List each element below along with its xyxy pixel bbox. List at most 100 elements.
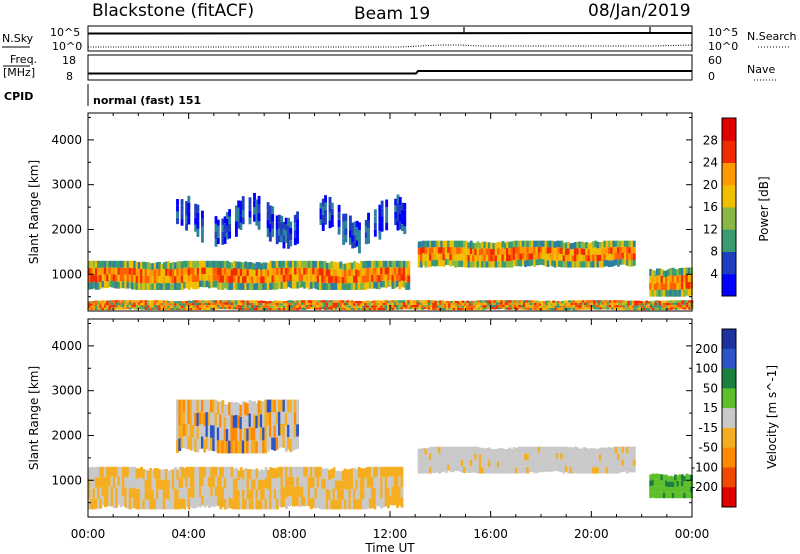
echo-cell <box>314 274 318 282</box>
echo-cell <box>244 305 248 308</box>
echo-cell <box>149 305 153 308</box>
echo-cell <box>359 488 363 500</box>
echo-cell <box>180 301 184 304</box>
echo-cell <box>112 281 116 289</box>
echo-cell <box>617 466 620 474</box>
echo-cell <box>595 300 599 303</box>
echo-cell <box>632 465 636 473</box>
echo-cell <box>119 274 123 282</box>
echo-cell <box>269 477 273 489</box>
echo-cell <box>319 466 322 478</box>
echo-cell <box>434 300 438 304</box>
echo-cell <box>511 302 515 305</box>
echo-cell <box>230 487 234 499</box>
echo-cell <box>334 490 338 500</box>
echo-cell <box>391 495 395 506</box>
echo-cell <box>230 302 234 305</box>
echo-cell <box>337 480 341 491</box>
echo-cell <box>230 414 234 428</box>
echo-cell <box>185 274 189 282</box>
echo-cell <box>407 282 411 290</box>
echo-cell <box>117 485 121 496</box>
echo-cell <box>385 214 389 223</box>
echo-cell <box>431 253 435 260</box>
echo-cell <box>253 207 256 215</box>
echo-cell <box>337 212 341 220</box>
echo-cell <box>583 447 586 454</box>
echo-cell <box>384 305 388 308</box>
echo-cell <box>88 305 91 308</box>
echo-cell <box>402 267 406 275</box>
echo-cell <box>337 470 341 481</box>
echo-cell <box>305 274 309 281</box>
echo-cell <box>680 492 684 499</box>
echo-cell <box>255 415 259 429</box>
echo-cell <box>642 305 646 308</box>
echo-cell <box>244 307 248 311</box>
echo-cell <box>533 260 537 267</box>
echo-cell <box>623 252 627 259</box>
echo-cell <box>284 217 288 225</box>
echo-cell <box>585 261 589 268</box>
echo-cell <box>242 300 245 303</box>
echo-cell <box>419 448 423 455</box>
echo-cell <box>232 468 236 479</box>
echo-cell <box>221 413 225 427</box>
echo-cell <box>241 414 245 428</box>
station-title: Blackstone (fitACF) <box>92 1 254 21</box>
echo-cell <box>368 307 372 311</box>
echo-cell <box>587 255 591 262</box>
echo-cell <box>280 215 284 223</box>
echo-cell <box>613 302 617 306</box>
echo-cell <box>330 499 334 510</box>
echo-cell <box>312 466 316 478</box>
echo-cell <box>110 267 114 275</box>
echo-cell <box>658 303 662 306</box>
echo-cell <box>359 307 363 311</box>
echo-cell <box>433 260 437 267</box>
echo-cell <box>564 248 568 255</box>
echo-cell <box>232 307 236 310</box>
echo-cell <box>189 301 193 304</box>
echo-cell <box>205 424 209 437</box>
echo-cell <box>645 307 649 311</box>
echo-cell <box>626 453 629 461</box>
echo-cell <box>596 248 600 255</box>
echo-cell <box>214 438 218 452</box>
echo-cell <box>544 446 548 453</box>
echo-cell <box>101 305 105 308</box>
echo-cell <box>403 210 407 219</box>
echo-cell <box>527 300 531 303</box>
echo-cell <box>669 289 673 297</box>
echo-cell <box>246 415 250 429</box>
nsky-trace <box>87 32 693 35</box>
echo-cell <box>661 303 664 306</box>
echo-cell <box>210 267 214 275</box>
echo-cell <box>516 305 519 308</box>
echo-cell <box>423 300 427 303</box>
echo-cell <box>465 254 469 261</box>
echo-cell <box>366 267 370 275</box>
echo-cell <box>183 303 186 306</box>
echo-cell <box>196 305 200 308</box>
echo-cell <box>282 241 286 249</box>
echo-cell <box>112 260 116 268</box>
echo-cell <box>246 302 250 306</box>
echo-cell <box>309 267 313 275</box>
echo-cell <box>303 260 307 268</box>
echo-cell <box>380 487 384 499</box>
echo-cell <box>407 307 411 310</box>
echo-cell <box>640 305 644 308</box>
echo-cell <box>174 477 177 489</box>
echo-cell <box>255 261 259 269</box>
echo-cell <box>133 275 137 283</box>
echo-cell <box>549 446 552 453</box>
echo-cell <box>312 300 316 303</box>
echo-cell <box>275 424 279 438</box>
echo-cell <box>339 300 343 303</box>
echo-cell <box>185 307 189 311</box>
echo-cell <box>106 305 109 308</box>
echo-cell <box>307 306 311 310</box>
echo-cell <box>396 307 399 310</box>
echo-cell <box>689 281 693 289</box>
